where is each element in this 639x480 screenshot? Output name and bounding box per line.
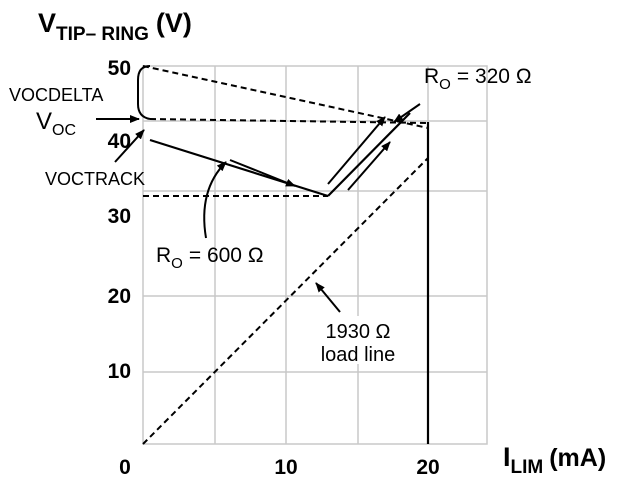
voc-label: VOC (36, 108, 76, 139)
y-tick-label-40: 40 (108, 130, 131, 153)
load-line-text-label: load line (321, 344, 396, 366)
ro320-up-arrow-1 (327, 116, 386, 185)
plot-area (142, 65, 488, 445)
characteristic-curve (149, 112, 430, 444)
vocdelta-bracket (137, 65, 151, 120)
ro320-label: RO = 320 Ω (424, 65, 532, 93)
y-tick-label-20: 20 (108, 285, 131, 308)
y-tick-label-30: 30 (108, 205, 131, 228)
ro600-label: RO = 600 Ω (156, 244, 264, 272)
vocdelta-label: VOCDELTA (9, 85, 103, 105)
y-axis-title: VTIP– RING (V) (38, 8, 192, 45)
load-line-label-backdrop (314, 316, 406, 364)
y-tick-label-10: 10 (108, 360, 131, 383)
y-tick-label-50: 50 (108, 57, 131, 80)
x-tick-label-10: 10 (274, 456, 297, 479)
load-line-label-arrow (315, 282, 341, 313)
ro320-label-arrow (393, 103, 421, 123)
x-tick-label-20: 20 (416, 456, 439, 479)
load-line-1930-ohm (142, 157, 429, 445)
x-axis-title: ILIM (mA) (503, 442, 606, 478)
annotation-arrows (96, 103, 421, 313)
voctrack-label: VOCTRACK (45, 169, 145, 189)
ro-600-segment (149, 138, 329, 198)
ro600-label-arrow (203, 161, 227, 239)
origin-label: 0 (119, 456, 131, 479)
load-line-value-label: 1930 Ω (326, 321, 391, 343)
plot-grid (142, 65, 488, 445)
ro600-direction-arrow (229, 159, 296, 187)
ro-320-segment (327, 112, 411, 197)
voctrack-arrow (114, 129, 145, 163)
ro320-up-arrow-2 (347, 141, 391, 191)
